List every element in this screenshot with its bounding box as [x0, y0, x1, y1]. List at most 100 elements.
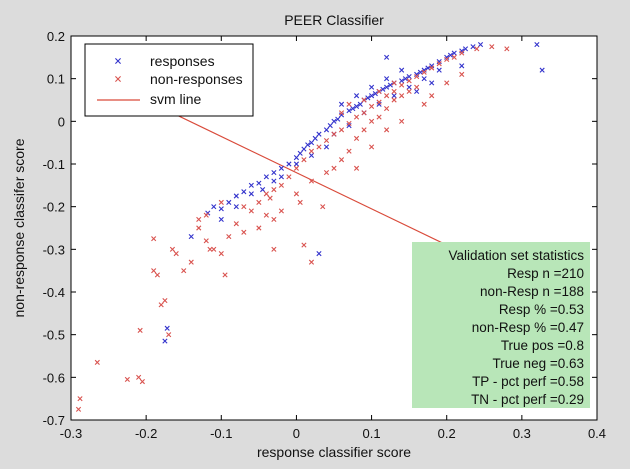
- legend-label-responses: responses: [150, 53, 215, 69]
- non-responses-point: [136, 374, 142, 380]
- x-tick-label: -0.1: [210, 426, 232, 441]
- non-responses-point: [137, 327, 143, 333]
- x-tick-label: 0.4: [588, 426, 606, 441]
- responses-point: [402, 76, 408, 82]
- responses-point: [316, 251, 322, 257]
- legend-marker-non-responses: [115, 76, 121, 82]
- non-responses-point: [444, 80, 450, 86]
- non-responses-point: [338, 110, 345, 116]
- non-responses-point: [338, 127, 345, 133]
- non-responses-point: [256, 225, 262, 231]
- non-responses-point: [211, 246, 217, 252]
- non-responses-point: [368, 144, 375, 150]
- non-responses-point: [233, 221, 239, 227]
- non-responses-point: [77, 396, 83, 402]
- stats-line: Resp % =0.53: [499, 302, 584, 317]
- responses-point: [233, 193, 239, 199]
- responses-point: [278, 165, 284, 171]
- non-responses-point: [331, 165, 337, 171]
- non-responses-point: [376, 114, 382, 120]
- non-responses-point: [293, 191, 300, 197]
- y-tick-label: -0.5: [43, 328, 65, 343]
- non-responses-point: [271, 246, 277, 252]
- responses-point: [308, 152, 315, 159]
- non-responses-point: [278, 182, 284, 188]
- responses-point: [470, 44, 476, 50]
- non-responses-point: [421, 69, 427, 75]
- stats-line: True pos =0.8: [501, 338, 584, 353]
- responses-point: [368, 84, 375, 90]
- non-responses-point: [308, 259, 315, 265]
- responses-point: [406, 73, 412, 80]
- responses-point: [444, 54, 450, 60]
- non-responses-point: [263, 212, 269, 218]
- non-responses-point: [376, 88, 382, 95]
- legend-label-svm-line: svm line: [150, 91, 202, 107]
- non-responses-point: [459, 71, 465, 77]
- stats-line: Resp n =210: [507, 266, 584, 281]
- non-responses-point: [297, 199, 303, 205]
- responses-point: [376, 101, 382, 107]
- responses-point: [421, 67, 427, 73]
- non-responses-point: [203, 238, 209, 244]
- responses-point: [256, 180, 262, 186]
- responses-point: [459, 48, 465, 54]
- y-tick-label: -0.1: [43, 157, 65, 172]
- y-tick-label: 0.2: [47, 29, 65, 44]
- responses-point: [417, 69, 424, 75]
- y-tick-label: 0: [58, 114, 65, 129]
- non-responses-point: [173, 251, 179, 257]
- non-responses-point: [414, 73, 420, 80]
- stats-background: [412, 242, 590, 408]
- responses-point: [353, 103, 360, 109]
- non-responses-point: [353, 114, 360, 120]
- non-responses-point: [293, 165, 300, 171]
- non-responses-point: [504, 46, 510, 52]
- responses-point: [399, 78, 405, 84]
- responses-point: [384, 84, 390, 90]
- responses-point: [293, 155, 300, 161]
- responses-point: [384, 76, 390, 82]
- responses-point: [447, 52, 454, 58]
- x-tick-label: -0.3: [60, 426, 82, 441]
- responses-point: [218, 216, 224, 223]
- y-tick-label: -0.3: [43, 242, 65, 257]
- responses-point: [297, 150, 303, 156]
- non-responses-point: [267, 195, 273, 201]
- non-responses-point: [203, 212, 209, 218]
- responses-point: [260, 187, 266, 193]
- non-responses-point: [384, 127, 390, 133]
- responses-point: [301, 146, 307, 152]
- responses-point: [353, 93, 360, 99]
- non-responses-point: [188, 259, 194, 265]
- non-responses-point: [399, 82, 405, 88]
- non-responses-point: [368, 118, 375, 124]
- non-responses-point: [158, 302, 164, 308]
- y-tick-label: -0.7: [43, 413, 65, 428]
- responses-point: [248, 182, 254, 188]
- non-responses-point: [151, 236, 157, 242]
- non-responses-point: [459, 50, 465, 56]
- x-tick-label: 0: [293, 426, 300, 441]
- non-responses-point: [278, 208, 284, 214]
- legend-marker-responses: [115, 58, 121, 64]
- responses-point: [271, 169, 277, 176]
- responses-point: [162, 338, 168, 344]
- non-responses-point: [181, 268, 187, 274]
- non-responses-point: [346, 148, 352, 154]
- non-responses-point: [271, 187, 277, 193]
- non-responses-point: [368, 103, 375, 109]
- responses-point: [331, 118, 337, 124]
- y-tick-label: -0.2: [43, 200, 65, 215]
- non-responses-point: [124, 376, 130, 383]
- chart-title: PEER Classifier: [284, 12, 384, 28]
- non-responses-point: [196, 216, 202, 223]
- x-tick-label: 0.3: [513, 426, 531, 441]
- non-responses-point: [399, 93, 405, 99]
- non-responses-point: [154, 272, 161, 278]
- responses-point: [350, 105, 356, 112]
- responses-point: [414, 71, 420, 77]
- non-responses-point: [241, 204, 247, 210]
- responses-point: [399, 67, 405, 73]
